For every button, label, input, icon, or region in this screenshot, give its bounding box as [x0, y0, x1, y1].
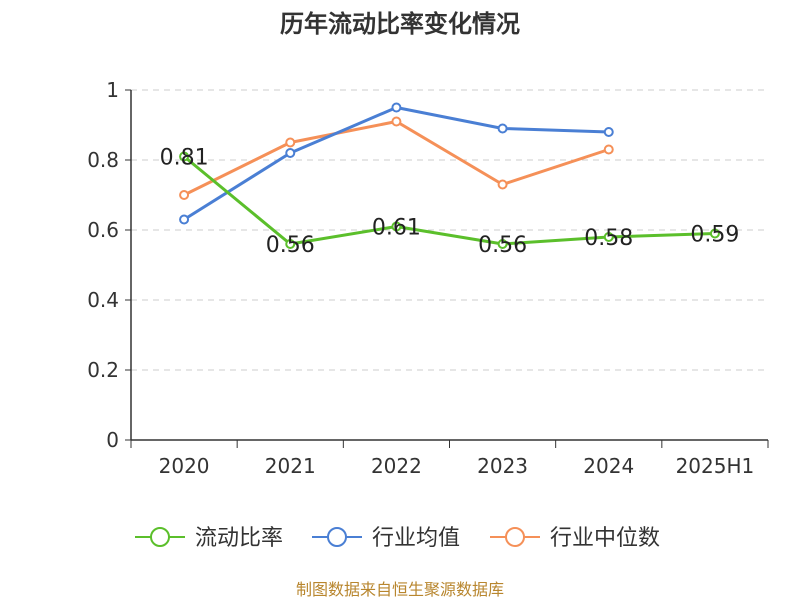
- data-point: [603, 144, 614, 155]
- data-point: [285, 148, 296, 158]
- data-label: 0.81: [160, 146, 209, 171]
- data-point: [179, 190, 190, 200]
- x-tick-label: 2024: [583, 454, 634, 478]
- legend-label: 行业中位数: [550, 526, 660, 551]
- series-line: [183, 120, 610, 197]
- x-tick-label: 2020: [159, 454, 210, 478]
- x-tick-label: 2025H1: [676, 454, 755, 478]
- grid: [131, 89, 768, 371]
- legend-label: 行业均值: [372, 526, 460, 551]
- data-point: [285, 137, 296, 148]
- data-label: 0.58: [584, 226, 633, 251]
- chart-title: 历年流动比率变化情况: [280, 10, 520, 38]
- data-label: 0.59: [690, 223, 739, 248]
- data-label: 0.56: [478, 233, 527, 258]
- y-tick-label: 1: [106, 78, 119, 102]
- data-point: [391, 221, 402, 232]
- data-labels: 0.81 0.56 0.61 0.56 0.58 0.59: [160, 146, 740, 259]
- series-line: [183, 155, 715, 246]
- data-point: [497, 239, 508, 249]
- y-tick-label: 0.2: [87, 358, 119, 382]
- data-point: [603, 232, 614, 242]
- legend-marker: [150, 527, 170, 547]
- x-tick-label: 2023: [477, 454, 528, 478]
- legend-label: 流动比率: [195, 526, 283, 551]
- y-tick-label: 0.4: [87, 288, 119, 312]
- legend-marker: [327, 527, 347, 547]
- series-group: [179, 102, 720, 249]
- y-tick-label: 0: [106, 428, 119, 452]
- data-point: [497, 179, 508, 190]
- y-tick-label: 0.6: [87, 218, 119, 242]
- data-point: [709, 228, 720, 239]
- data-point: [391, 102, 402, 113]
- x-tick-label: 2022: [371, 454, 422, 478]
- data-label: 0.56: [266, 233, 315, 258]
- y-tick-label: 0.8: [87, 148, 119, 172]
- x-tick-label: 2021: [265, 454, 316, 478]
- source-note: 制图数据来自恒生聚源数据库: [296, 580, 504, 599]
- data-point: [497, 123, 508, 134]
- data-point: [179, 214, 190, 225]
- data-point: [285, 239, 296, 249]
- data-label: 0.61: [372, 216, 421, 241]
- data-point: [603, 127, 614, 137]
- legend-marker: [505, 527, 525, 547]
- legend: 流动比率 行业均值 行业中位数: [135, 526, 660, 551]
- data-point: [391, 116, 402, 127]
- data-point: [179, 151, 190, 162]
